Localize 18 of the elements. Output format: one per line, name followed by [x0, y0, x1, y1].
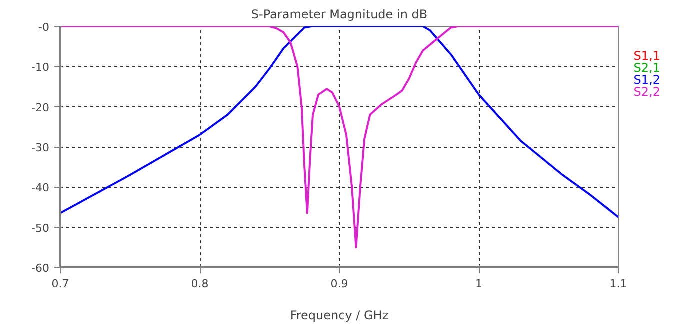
- y-tick-label: -50: [32, 222, 50, 235]
- y-tick-label: -10: [32, 61, 50, 74]
- x-axis-title: Frequency / GHz: [290, 308, 389, 322]
- text: S2,2: [634, 84, 660, 99]
- x-tick-label: 0.8: [191, 278, 209, 290]
- y-tick-label: -60: [32, 262, 50, 275]
- x-tick-label: 1: [476, 278, 482, 290]
- legend-label: S2,1: [634, 61, 660, 76]
- legend-label: S1,1: [634, 49, 660, 64]
- x-tick-label: 0.9: [330, 278, 348, 290]
- y-tick-label: -40: [32, 182, 50, 195]
- y-tick-label: -30: [32, 142, 50, 154]
- y-tick-label: -0: [38, 21, 50, 34]
- x-tick-label: 0.7: [52, 278, 70, 290]
- x-tick-label: 1.1: [610, 278, 628, 290]
- chart-title: S-Parameter Magnitude in dB: [251, 8, 428, 22]
- text: S1,2: [634, 72, 660, 87]
- y-tick-label: -20: [32, 101, 50, 114]
